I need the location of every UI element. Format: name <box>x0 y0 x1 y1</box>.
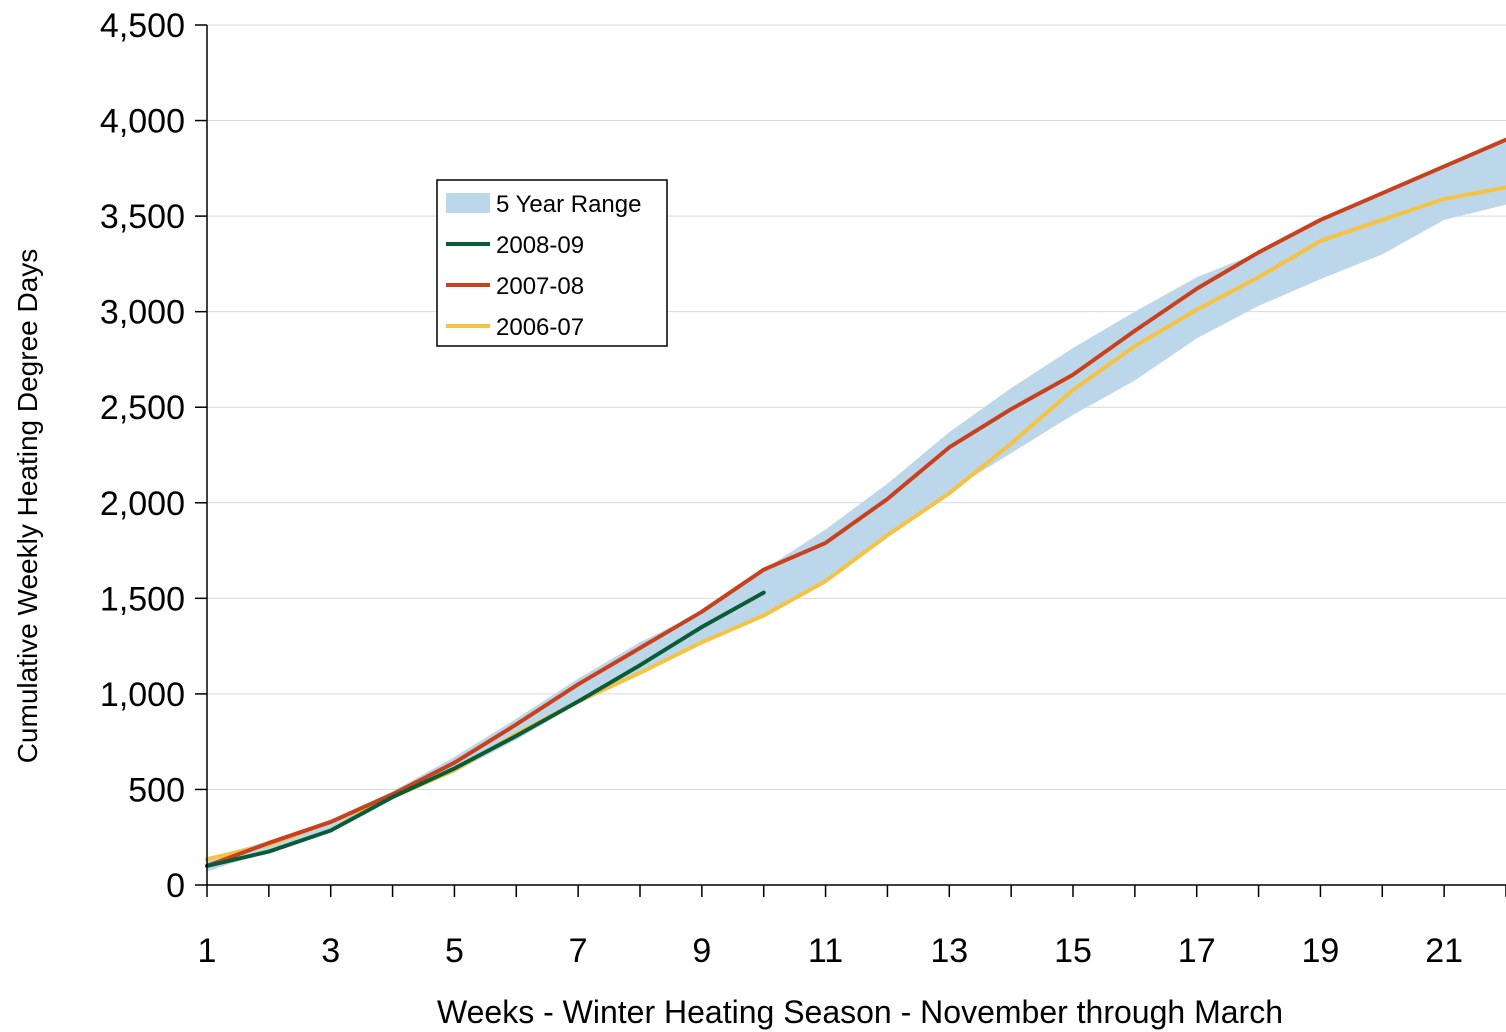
y-axis-label: Cumulative Weekly Heating Degree Days <box>12 249 43 764</box>
axes <box>206 25 1506 886</box>
x-tick-label: 19 <box>1302 932 1340 970</box>
x-tick-label: 5 <box>445 932 464 970</box>
x-tick-label: 13 <box>930 932 968 970</box>
y-tick-label: 4,500 <box>100 7 185 45</box>
legend-label-2008-09: 2008-09 <box>496 232 584 259</box>
y-tick-label: 500 <box>128 771 185 809</box>
x-axis-label: Weeks - Winter Heating Season - November… <box>437 994 1283 1030</box>
legend-label-range: 5 Year Range <box>496 191 641 218</box>
legend-label-2006-07: 2006-07 <box>496 314 584 341</box>
legend: 5 Year Range 2008-09 2007-08 2006-07 <box>436 179 668 347</box>
x-tick-label: 9 <box>692 932 711 970</box>
y-tick-label: 2,500 <box>100 389 185 427</box>
legend-swatch-range <box>446 193 490 213</box>
y-tick-label: 3,500 <box>100 198 185 236</box>
x-tick-label: 1 <box>198 932 217 970</box>
range-band-area <box>207 137 1506 872</box>
series-line-2008-09 <box>205 590 766 868</box>
x-tick-label: 21 <box>1425 932 1463 970</box>
x-tick-label: 11 <box>808 932 843 970</box>
gridlines <box>207 24 1506 790</box>
x-tick-label: 7 <box>569 932 588 970</box>
y-tick-label: 1,000 <box>100 676 185 714</box>
y-tick-label: 2,000 <box>100 485 185 523</box>
y-tick-label: 4,000 <box>100 103 185 141</box>
range-band-layer <box>207 137 1506 872</box>
y-axis-ticks: 0 500 1,000 1,500 2,000 2,500 3,000 3,500 4,000 4… <box>100 7 207 905</box>
x-tick-label: 3 <box>321 932 340 970</box>
x-axis-ticks: 1 3 5 7 9 11 13 15 17 19 21 <box>198 885 1506 970</box>
y-tick-label: 0 <box>166 867 185 905</box>
legend-label-2007-08: 2007-08 <box>496 273 584 300</box>
series-lines-layer <box>205 137 1506 868</box>
y-tick-label: 3,000 <box>100 294 185 332</box>
y-tick-label: 1,500 <box>100 580 185 618</box>
x-tick-label: 17 <box>1178 932 1216 970</box>
series-line-2007-08 <box>205 137 1506 868</box>
x-tick-label: 15 <box>1054 932 1092 970</box>
